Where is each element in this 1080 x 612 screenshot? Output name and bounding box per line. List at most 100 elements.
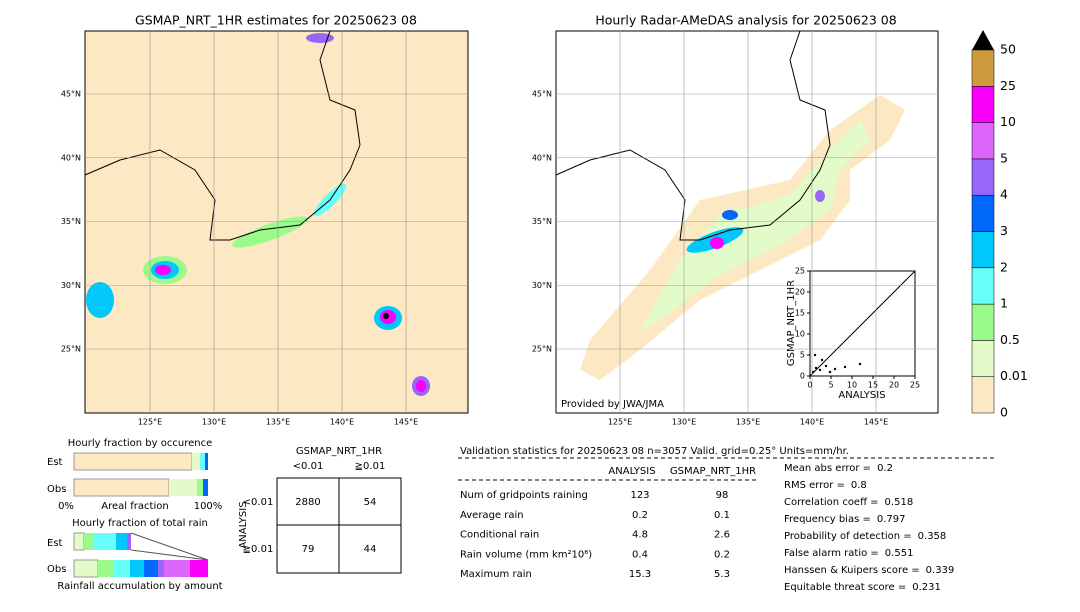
lat-label: 25°N xyxy=(61,345,81,354)
colorbar-segment xyxy=(971,122,995,160)
lon-label: 135°E xyxy=(266,418,290,427)
colorbar-segment xyxy=(971,340,995,377)
colorbar-label: 50 xyxy=(1000,42,1016,57)
cell: 54 xyxy=(364,497,377,508)
score-label: Mean abs error = xyxy=(784,463,871,474)
cell: 15.3 xyxy=(629,569,651,580)
lat-label: 45°N xyxy=(61,90,81,99)
coastline xyxy=(555,30,831,241)
lon-label: 145°E xyxy=(394,418,418,427)
credit: Provided by JWA/JMA xyxy=(561,399,664,410)
fraction-bars xyxy=(73,452,208,497)
row-label: Num of gridpoints raining xyxy=(460,490,588,501)
lat-label: 35°N xyxy=(532,217,552,226)
row-label: Maximum rain xyxy=(460,569,532,580)
cell: 0.2 xyxy=(632,510,648,521)
row-label: Est xyxy=(47,538,63,549)
axis-label: 100% xyxy=(194,501,223,512)
cell: 4.8 xyxy=(632,530,648,541)
x-tick-label: 25 xyxy=(910,381,920,390)
lon-label: 140°E xyxy=(330,418,354,427)
y-tick-label: 10 xyxy=(795,330,805,339)
lon-label: 140°E xyxy=(800,418,824,427)
lat-label: 30°N xyxy=(61,281,81,290)
lon-label: 135°E xyxy=(736,418,760,427)
colorbar-segment xyxy=(971,267,995,305)
row-header: ≧0.01 xyxy=(243,544,274,555)
diagonal xyxy=(809,270,916,377)
stats-header: Validation statistics for 20250623 08 n=… xyxy=(460,446,849,457)
colorbar-segment xyxy=(971,231,995,269)
lat-label: 25°N xyxy=(532,345,552,354)
lat-label: 35°N xyxy=(61,217,81,226)
colorbar-segment xyxy=(971,303,995,341)
cell: 5.3 xyxy=(714,569,730,580)
y-tick-label: 25 xyxy=(795,267,805,276)
panel-title: Hourly fraction by occurence xyxy=(68,438,212,449)
x-tick-label: 10 xyxy=(847,381,857,390)
axis-label: Areal fraction xyxy=(101,501,168,512)
colorbar-label: 0.5 xyxy=(1000,332,1020,347)
cell: 79 xyxy=(302,544,315,555)
column-header: <0.01 xyxy=(293,461,324,472)
score-value: 0.2 xyxy=(877,463,893,474)
colorbar-label: 5 xyxy=(1000,150,1008,165)
colorbar-segment xyxy=(971,194,995,232)
row-label: Rain volume (mm km²10⁶) xyxy=(460,549,592,560)
row-label: Average rain xyxy=(460,510,524,521)
colorbar-segment xyxy=(971,49,995,87)
row-axis-label: ANALYSIS xyxy=(238,501,249,548)
colorbar-label: 1 xyxy=(1000,296,1008,311)
coastline xyxy=(84,30,361,241)
colorbar-label: 0.01 xyxy=(1000,368,1028,383)
row-label: Obs xyxy=(47,484,66,495)
axis-label: Rainfall accumulation by amount xyxy=(57,581,222,592)
axis-label: GSMAP_NRT_1HR xyxy=(786,280,797,366)
score-label: RMS error = xyxy=(784,480,845,491)
cell: 0.1 xyxy=(714,510,730,521)
score-value: 0.551 xyxy=(885,548,914,559)
lat-label: 45°N xyxy=(532,90,552,99)
colorbar-label: 10 xyxy=(1000,114,1016,129)
cell: 0.2 xyxy=(714,549,730,560)
row-label: Obs xyxy=(47,564,66,575)
score-value: 0.339 xyxy=(926,565,955,576)
cell: 123 xyxy=(630,490,649,501)
cell: 2.6 xyxy=(714,530,730,541)
score-label: Equitable threat score = xyxy=(784,582,906,593)
table-title: GSMAP_NRT_1HR xyxy=(296,446,382,457)
row-label: Conditional rain xyxy=(460,530,539,541)
score-label: Hanssen & Kuipers score = xyxy=(784,565,920,576)
panel-title: Hourly fraction of total rain xyxy=(72,518,208,529)
x-tick-label: 20 xyxy=(889,381,899,390)
map-title: GSMAP_NRT_1HR estimates for 20250623 08 xyxy=(135,13,417,28)
cell: 2880 xyxy=(295,497,320,508)
axis-label: 0% xyxy=(58,501,74,512)
column-header: ANALYSIS xyxy=(608,466,655,477)
score-label: Probability of detection = xyxy=(784,531,912,542)
score-value: 0.358 xyxy=(918,531,947,542)
colorbar-segment xyxy=(971,86,995,123)
score-value: 0.518 xyxy=(885,497,914,508)
lon-label: 125°E xyxy=(138,418,162,427)
colorbar-label: 3 xyxy=(1000,223,1008,238)
score-value: 0.8 xyxy=(851,480,867,491)
cell: 44 xyxy=(364,544,377,555)
score-value: 0.797 xyxy=(877,514,906,525)
lon-label: 130°E xyxy=(202,418,226,427)
column-header: GSMAP_NRT_1HR xyxy=(670,466,756,477)
lon-label: 130°E xyxy=(672,418,696,427)
y-tick-label: 5 xyxy=(800,351,805,360)
score-label: Correlation coeff = xyxy=(784,497,879,508)
map-frame xyxy=(84,30,469,414)
map-frame xyxy=(555,30,939,414)
cell: 0.4 xyxy=(632,549,648,560)
colorbar-label: 25 xyxy=(1000,78,1016,93)
y-tick-label: 0 xyxy=(800,372,805,381)
lat-label: 40°N xyxy=(61,153,81,162)
x-tick-label: 5 xyxy=(828,381,833,390)
cell: 98 xyxy=(716,490,729,501)
row-label: Est xyxy=(47,457,63,468)
